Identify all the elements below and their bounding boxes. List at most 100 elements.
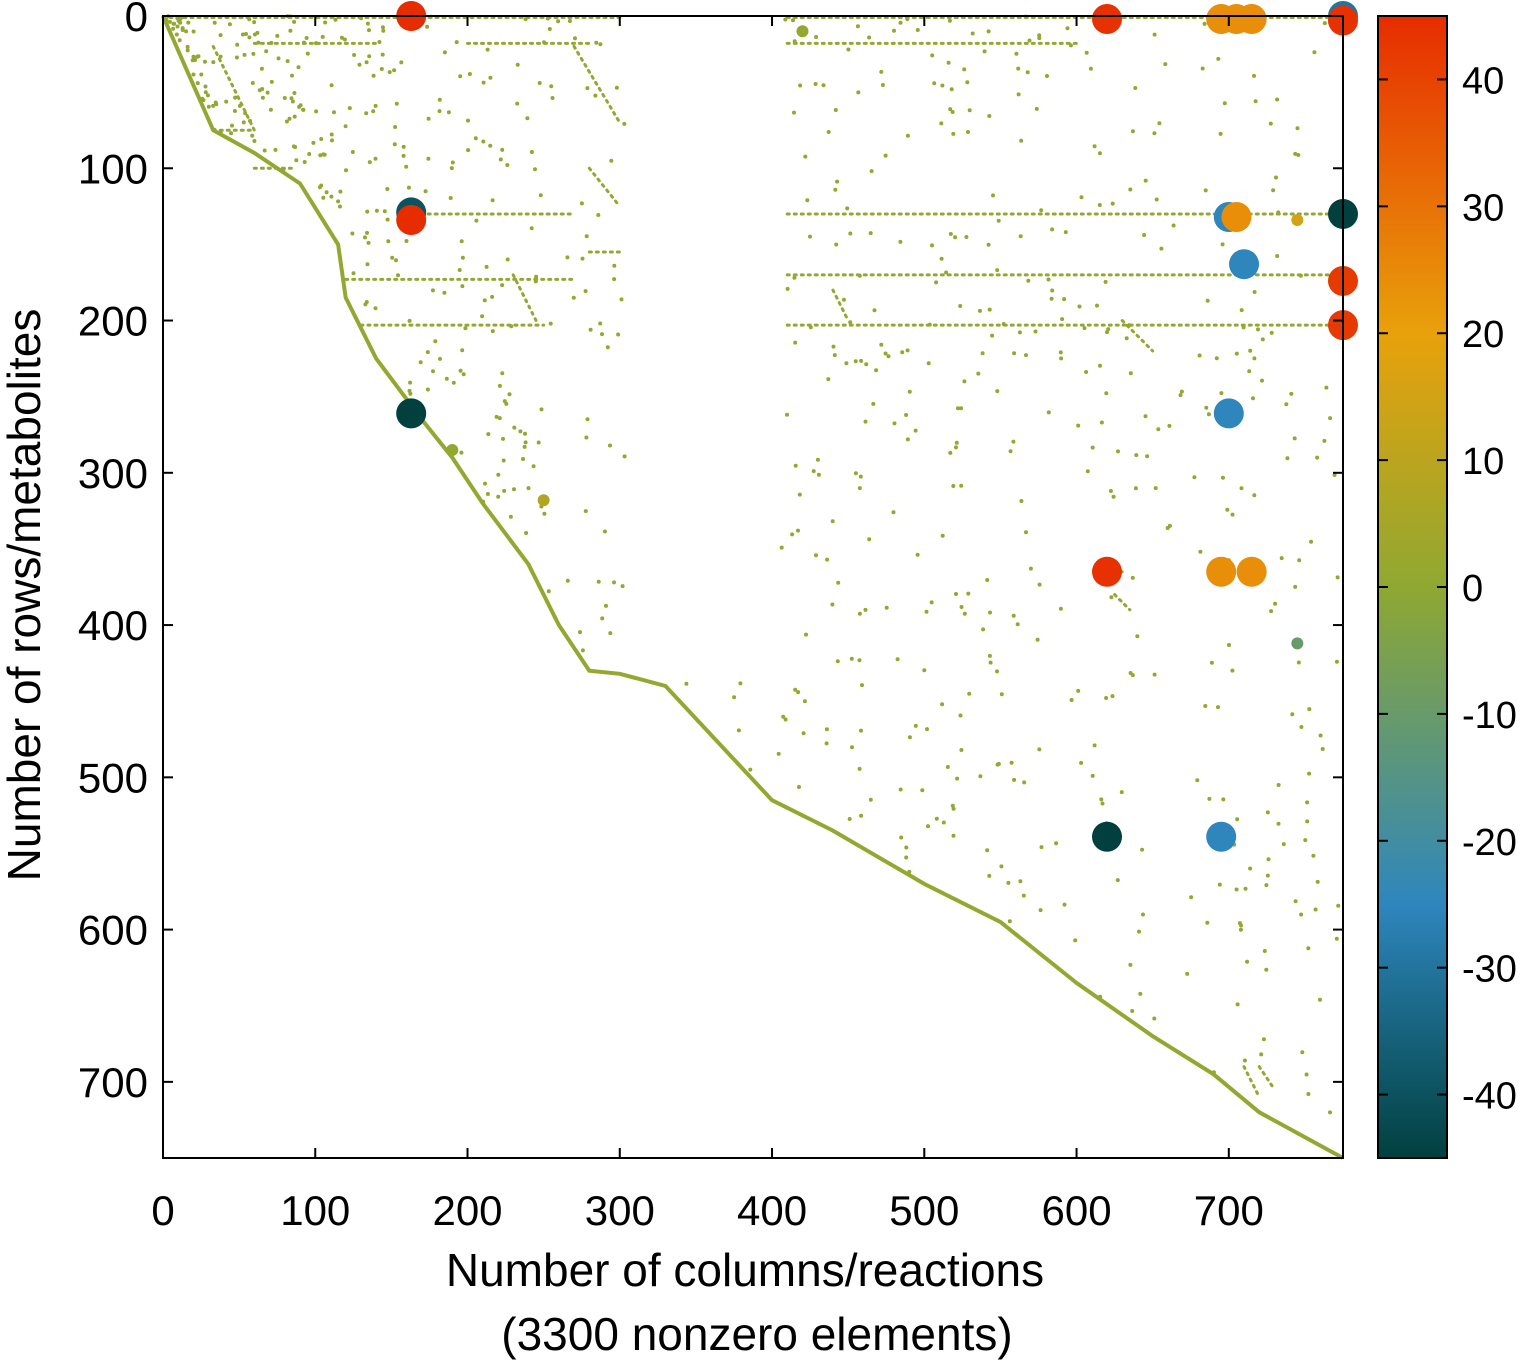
nonzero-dot (195, 81, 200, 86)
nonzero-dot (392, 68, 397, 73)
nonzero-dot (256, 40, 261, 45)
nonzero-dot (1008, 449, 1013, 454)
nonzero-dot (1119, 790, 1124, 795)
nonzero-dot (437, 97, 442, 102)
nonzero-dot (604, 603, 608, 608)
nonzero-dot (1085, 469, 1090, 474)
nonzero-dot (426, 156, 431, 161)
nonzero-dot (792, 275, 797, 280)
nonzero-dot (816, 472, 821, 477)
nonzero-dot (940, 702, 945, 707)
nonzero-dot (612, 277, 617, 282)
nonzero-dot (1109, 595, 1114, 600)
nonzero-dot (290, 99, 295, 104)
nonzero-dot (1239, 486, 1244, 491)
nonzero-dot (1296, 153, 1301, 157)
nonzero-dot (373, 306, 378, 311)
nonzero-dot (1163, 62, 1168, 67)
nonzero-dot (1315, 455, 1320, 460)
nonzero-dot (307, 152, 312, 156)
nonzero-dot (450, 160, 455, 165)
nonzero-dot (363, 235, 367, 240)
nonzero-dot (230, 123, 234, 128)
nonzero-dot (242, 52, 247, 57)
scatter-dots (163, 14, 1345, 1115)
nonzero-dot (732, 695, 737, 700)
nonzero-dot (1264, 883, 1269, 888)
nonzero-dot (481, 499, 486, 504)
nonzero-dot (248, 118, 252, 123)
nonzero-dot (1192, 475, 1197, 480)
highlighted-points (396, 1, 1358, 852)
nonzero-dot (556, 19, 561, 24)
nonzero-dot (853, 471, 858, 476)
nonzero-dot (1275, 254, 1280, 258)
nonzero-dot (955, 776, 960, 781)
nonzero-dot (1189, 895, 1194, 900)
nonzero-dot (846, 47, 851, 52)
nonzero-dot (273, 147, 278, 152)
nonzero-dot (1062, 297, 1067, 302)
nonzero-dot (1313, 907, 1318, 912)
nonzero-dot (235, 42, 240, 47)
nonzero-dot (1312, 50, 1317, 55)
highlighted-point (1206, 556, 1237, 587)
nonzero-dot (1241, 325, 1246, 330)
streak-segment (1242, 1065, 1261, 1099)
nonzero-dot (1206, 412, 1211, 417)
nonzero-dot (526, 486, 531, 491)
nonzero-dot (533, 279, 538, 284)
nonzero-dot (1328, 1110, 1332, 1115)
nonzero-dot (583, 289, 588, 294)
nonzero-dot (996, 761, 1001, 766)
nonzero-dot (1318, 733, 1323, 738)
diagonal-band-line (161, 15, 1344, 1160)
nonzero-dot (488, 75, 493, 80)
nonzero-dot (684, 681, 689, 686)
nonzero-dot (1275, 97, 1280, 102)
nonzero-dot (1239, 308, 1244, 313)
nonzero-dot (1019, 138, 1024, 143)
nonzero-dot (815, 457, 820, 462)
nonzero-dot (275, 33, 280, 38)
nonzero-dot (1242, 1058, 1247, 1063)
y-tick-label: 100 (78, 145, 148, 192)
nonzero-dot (978, 774, 983, 779)
nonzero-dot (180, 28, 185, 32)
streak-segment (1120, 319, 1155, 353)
nonzero-dot (537, 81, 542, 85)
nonzero-dot (600, 332, 604, 337)
nonzero-dot (904, 413, 909, 417)
nonzero-dot (379, 67, 384, 71)
nonzero-dot (1230, 668, 1235, 673)
nonzero-dot (1103, 279, 1108, 284)
nonzero-dot (191, 29, 196, 34)
nonzero-dot (1248, 866, 1253, 871)
nonzero-dot (585, 86, 590, 91)
nonzero-dot (1266, 857, 1271, 862)
nonzero-dot (860, 683, 864, 688)
nonzero-dot (966, 130, 970, 134)
nonzero-dot (1203, 704, 1208, 708)
nonzero-dot (287, 116, 292, 121)
nonzero-dot (868, 797, 873, 802)
nonzero-dot (1204, 405, 1209, 410)
nonzero-dot (1128, 962, 1133, 967)
nonzero-dot (1046, 410, 1051, 415)
nonzero-dot (857, 658, 862, 663)
y-tick-label: 0 (125, 0, 148, 40)
highlighted-point (1236, 4, 1267, 35)
nonzero-dot (473, 136, 478, 141)
nonzero-dot (234, 55, 239, 60)
nonzero-dot (988, 610, 992, 615)
nonzero-dot (1281, 842, 1286, 847)
nonzero-dot (171, 26, 176, 31)
nonzero-dot (953, 235, 958, 240)
nonzero-dot (371, 73, 376, 78)
nonzero-dot (425, 350, 430, 355)
nonzero-dot (1309, 539, 1314, 544)
nonzero-dot (1324, 385, 1329, 390)
nonzero-dot (366, 240, 371, 245)
nonzero-dot (525, 116, 530, 121)
nonzero-dot (584, 435, 589, 440)
